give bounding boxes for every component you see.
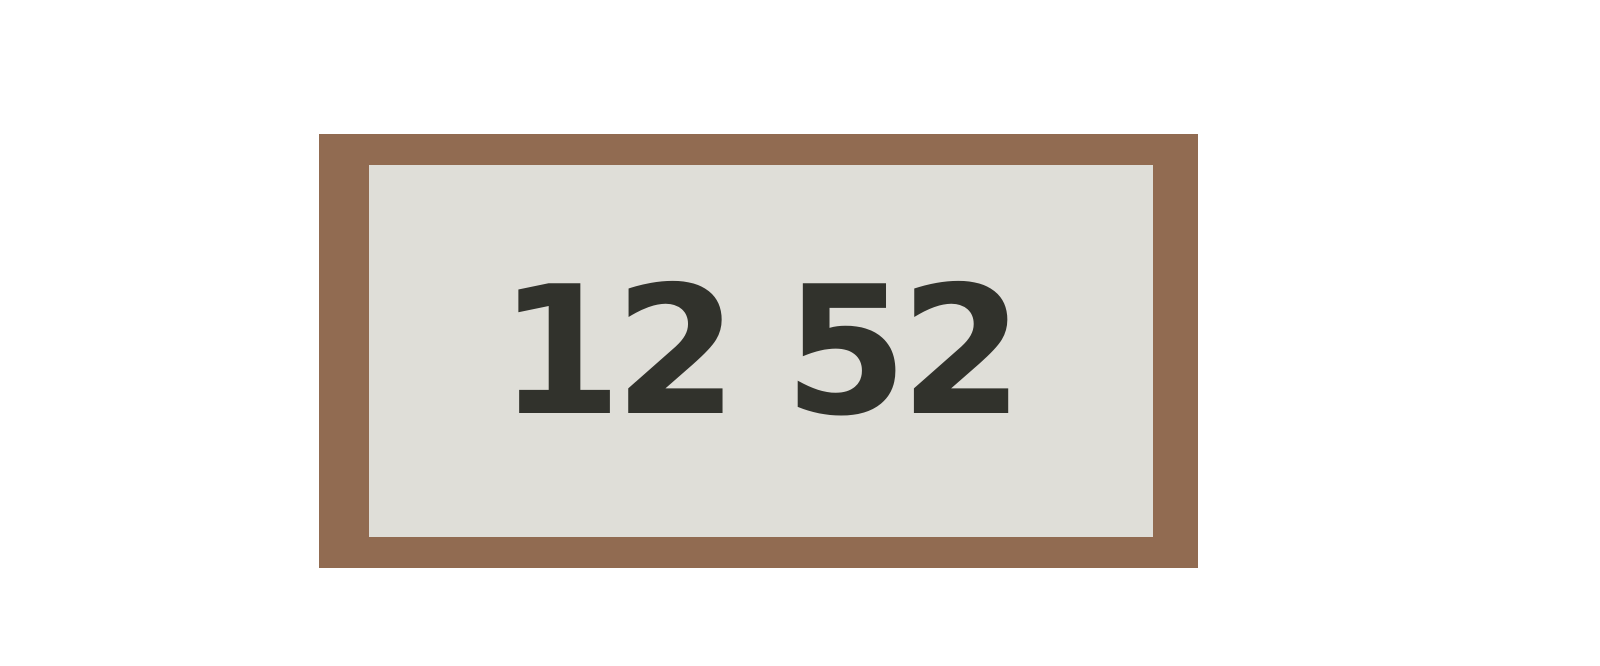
number-plaque: 12 52 [319, 134, 1198, 568]
plaque-number-text: 12 52 [498, 248, 1023, 455]
plaque-face: 12 52 [369, 165, 1153, 537]
